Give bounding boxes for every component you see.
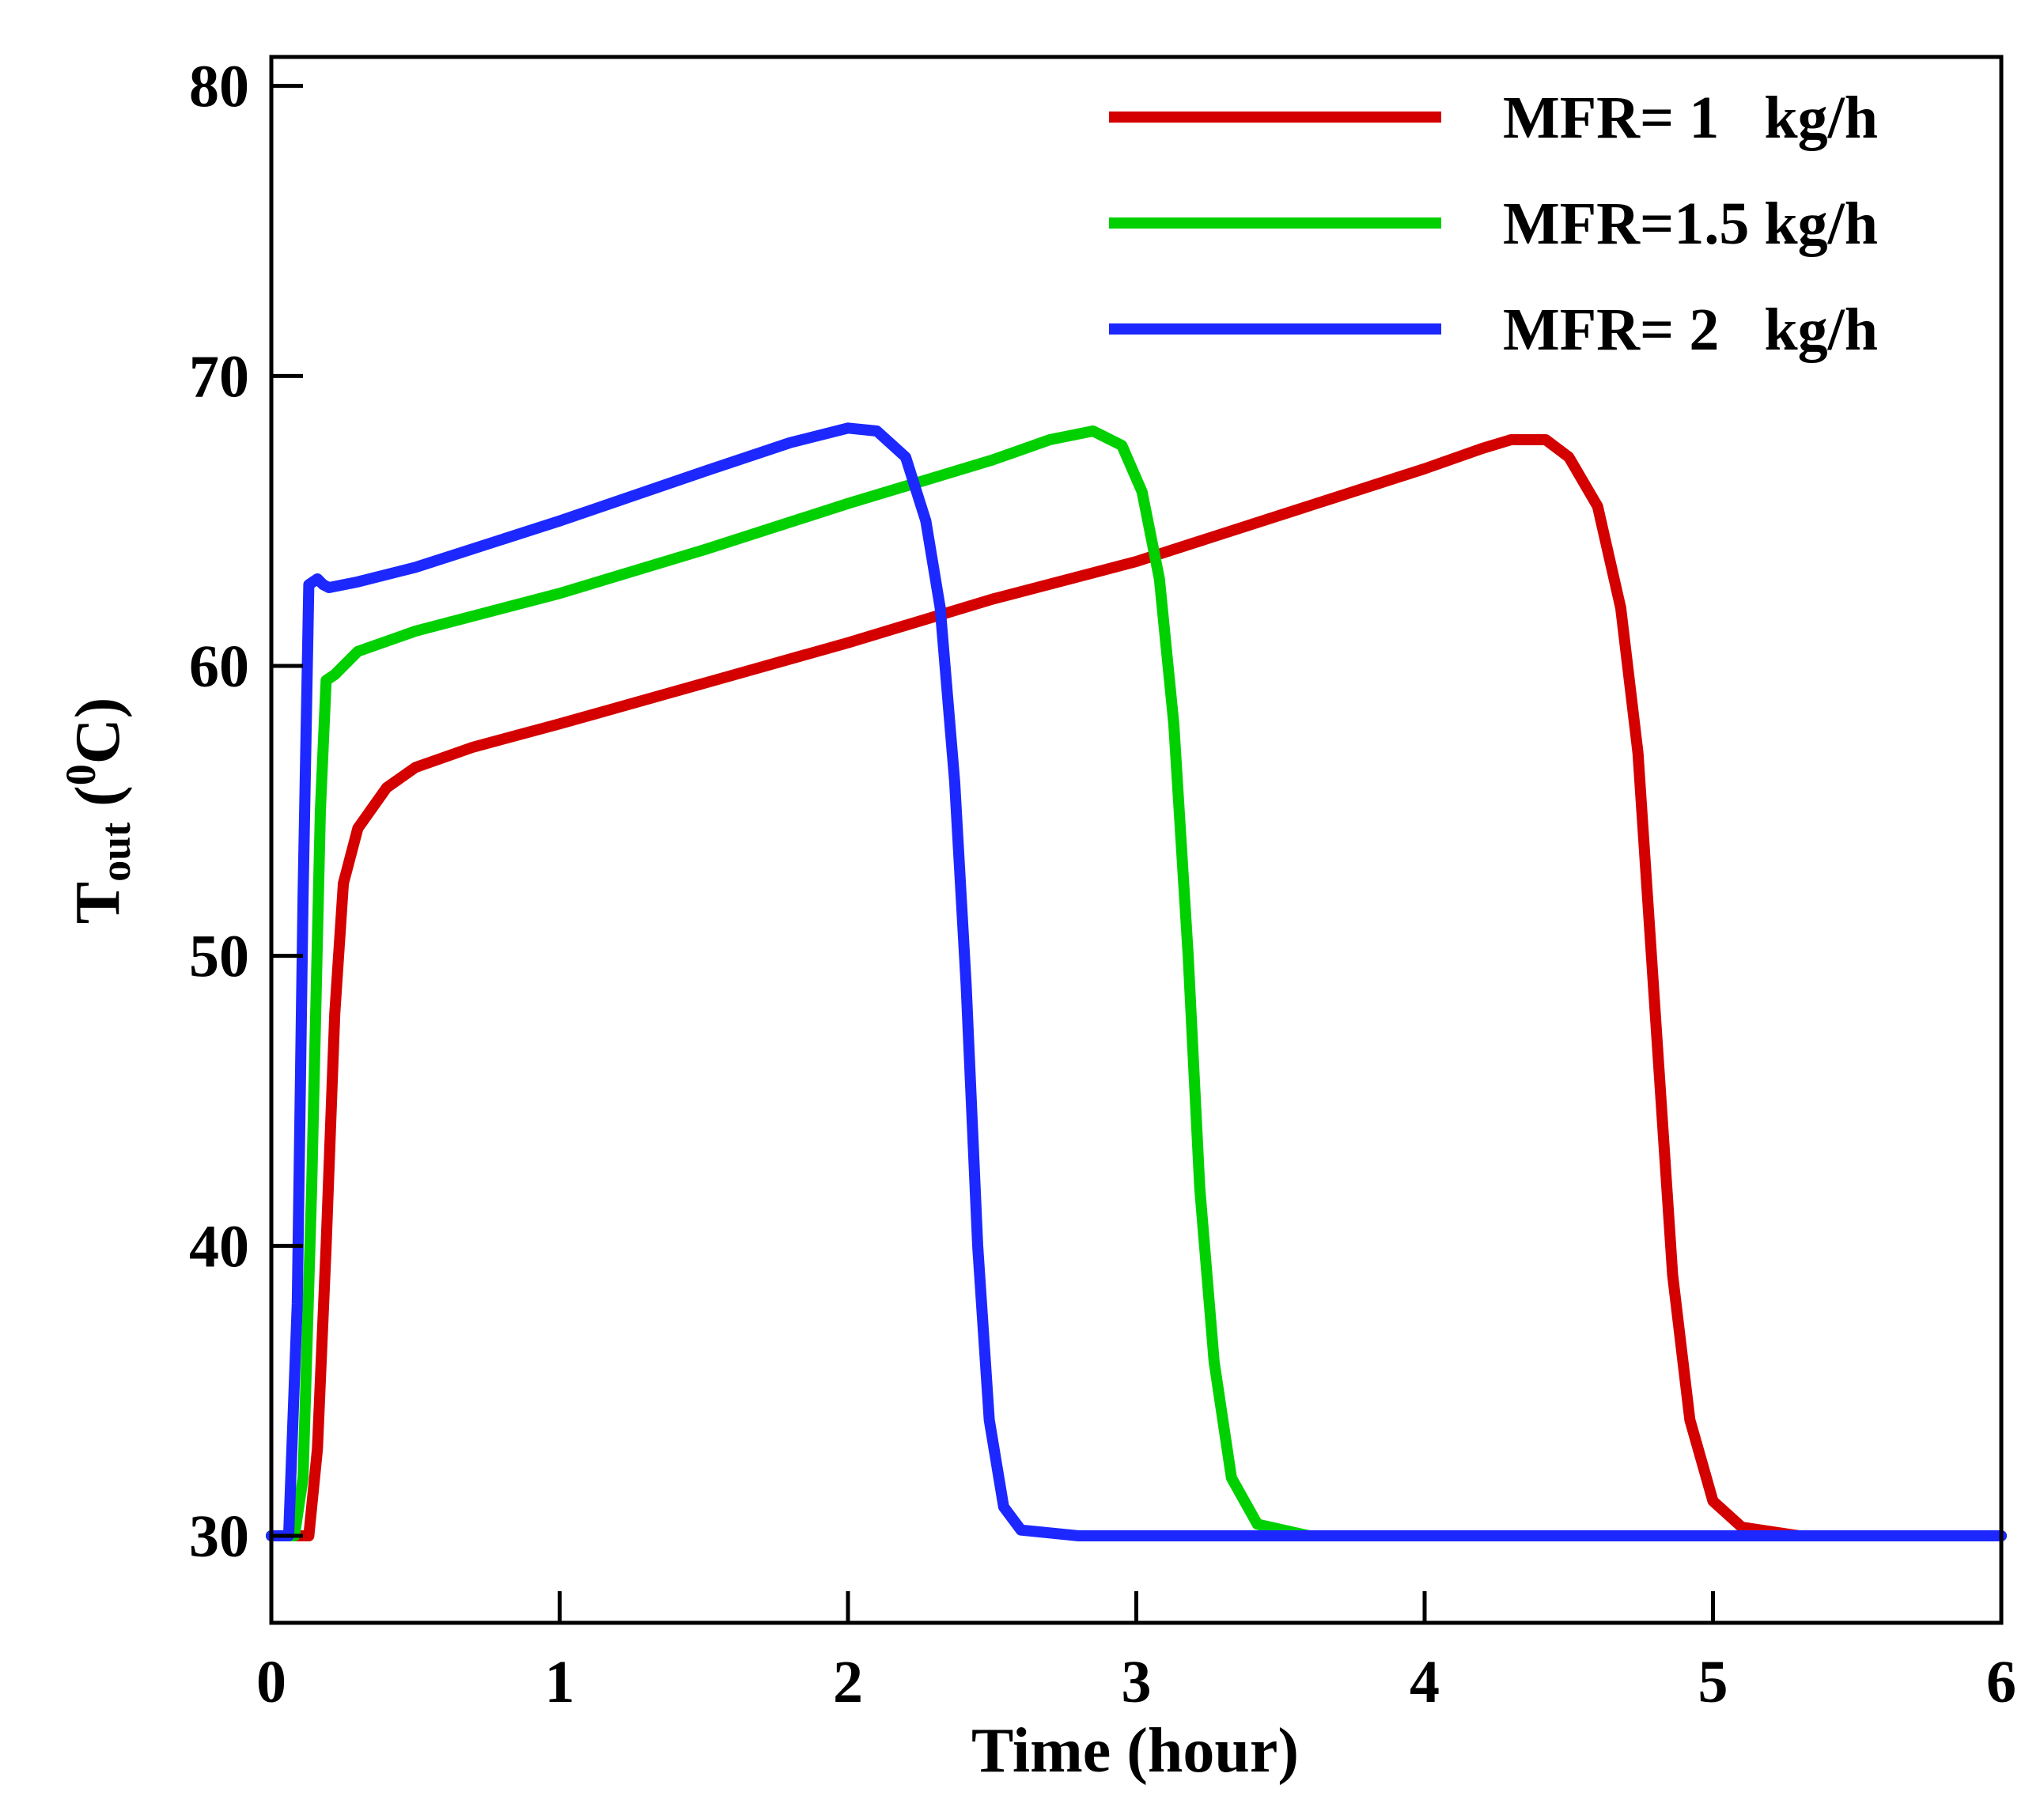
legend-label-2: MFR=1.5 kg/h bbox=[1503, 191, 1878, 257]
y-tick-label: 80 bbox=[189, 54, 249, 120]
y-axis-title-main: T bbox=[63, 882, 133, 924]
legend: MFR= 1 kg/h MFR=1.5 kg/h MFR= 2 kg/h bbox=[1109, 85, 1878, 363]
legend-label-3: MFR= 2 kg/h bbox=[1503, 297, 1878, 363]
y-axis-title: Tout (0C) bbox=[57, 698, 139, 924]
legend-label-1: MFR= 1 kg/h bbox=[1503, 85, 1878, 151]
x-tick-label: 3 bbox=[1122, 1649, 1152, 1715]
y-tick-label: 70 bbox=[189, 343, 249, 410]
x-axis-title: Time (hour) bbox=[971, 1716, 1299, 1786]
x-tick-label: 5 bbox=[1698, 1649, 1728, 1715]
y-tick-label: 30 bbox=[189, 1503, 249, 1570]
x-tick-label: 6 bbox=[1986, 1649, 2016, 1715]
axes-layer: 0 1 2 3 4 5 6 30 40 50 60 70 80 bbox=[189, 54, 2016, 1715]
y-axis-title-unit-rest: C) bbox=[63, 698, 133, 764]
y-tick-label: 60 bbox=[189, 633, 249, 700]
series-line-2 bbox=[266, 425, 2007, 1541]
x-tick-label: 2 bbox=[833, 1649, 863, 1715]
x-tick-label: 1 bbox=[545, 1649, 575, 1715]
series-layer bbox=[266, 422, 2007, 1541]
y-axis-title-superscript: 0 bbox=[57, 764, 104, 785]
series-line-3 bbox=[266, 422, 2007, 1541]
x-tick-label: 4 bbox=[1410, 1649, 1440, 1715]
y-tick-label: 40 bbox=[189, 1213, 249, 1280]
y-tick-label: 50 bbox=[189, 924, 249, 990]
axis-titles: Time (hour) Tout (0C) bbox=[57, 698, 1299, 1786]
series-line-1 bbox=[266, 434, 2007, 1541]
y-axis-title-subscript: out bbox=[92, 822, 139, 882]
y-axis-title-unit-open: ( bbox=[63, 785, 133, 822]
x-tick-label: 0 bbox=[256, 1649, 286, 1715]
